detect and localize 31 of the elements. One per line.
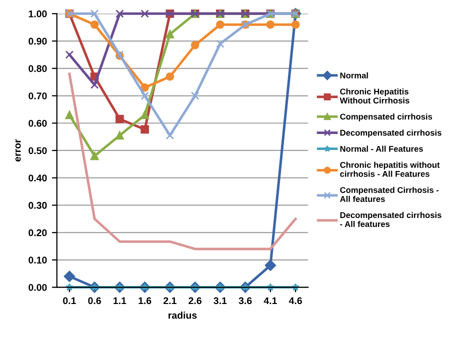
legend-label: Compensated cirrhosis — [340, 113, 432, 122]
x-axis-title: radius — [168, 312, 197, 319]
y-tick-label: 0.60 — [28, 120, 47, 127]
legend-label: Decompensated cirrhosis — [340, 130, 442, 138]
y-tick-label: 0.50 — [28, 147, 47, 154]
legend-label: Normal — [340, 72, 368, 78]
y-tick-label: 0.40 — [28, 174, 47, 182]
x-tick-label: 4.1 — [264, 297, 277, 304]
x-tick-label: 0.6 — [88, 297, 101, 304]
x-tick-label: 1.6 — [138, 297, 152, 304]
x-tick-label: 2.1 — [164, 297, 176, 304]
legend-label: Chronic Hepatitis Without Cirrhosis — [340, 88, 410, 104]
y-tick-label: 0.10 — [28, 256, 47, 264]
x-tick-label: 4.6 — [288, 297, 302, 304]
y-tick-label: 0.30 — [28, 202, 47, 209]
y-tick-label: 0.20 — [28, 229, 47, 236]
legend-label: Compensated Cirrhosis - All features — [340, 186, 439, 202]
x-tick-label: 3.6 — [238, 297, 252, 304]
x-tick-label: 3.1 — [214, 297, 227, 304]
x-tick-label: 2.6 — [188, 297, 202, 304]
y-tick-label: 1.00 — [28, 10, 47, 18]
x-tick-label: 0.1 — [63, 297, 76, 304]
legend-label: Chronic hepatitis without cirrhosis - All Features — [340, 162, 440, 177]
y-tick-label: 0.90 — [28, 38, 47, 45]
y-axis-title: error — [15, 139, 21, 162]
legend-label: Normal - All Features — [340, 146, 423, 152]
y-tick-label: 0.80 — [28, 65, 47, 72]
y-tick-label: 0.00 — [28, 284, 47, 291]
x-tick-label: 1.1 — [114, 297, 126, 304]
y-tick-label: 0.70 — [28, 92, 47, 100]
legend-label: Decompensated cirrhosis - All features — [340, 212, 442, 228]
